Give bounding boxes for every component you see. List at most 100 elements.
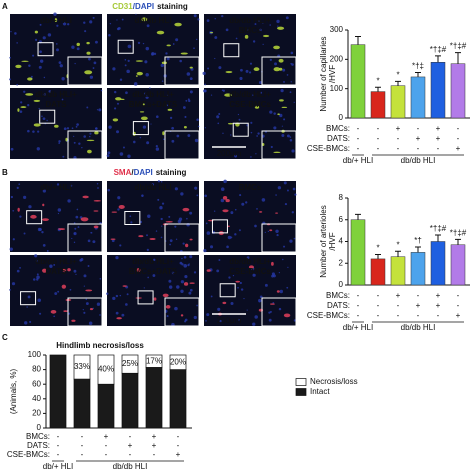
nucleus bbox=[283, 181, 287, 185]
nucleus bbox=[100, 89, 103, 92]
stain bbox=[167, 108, 173, 111]
nucleus bbox=[274, 62, 278, 66]
nucleus bbox=[10, 195, 14, 199]
y-tick-label: 2 bbox=[339, 258, 344, 267]
nucleus bbox=[57, 212, 60, 215]
nucleus bbox=[169, 239, 173, 243]
nucleus bbox=[238, 118, 241, 121]
zoom-box bbox=[219, 283, 236, 298]
annotation: *†‡ bbox=[412, 62, 424, 71]
condition-value: - bbox=[377, 124, 380, 133]
nucleus bbox=[282, 258, 284, 261]
stain bbox=[61, 284, 67, 289]
image-label: CSE-BMCs bbox=[229, 267, 271, 276]
condition-value: - bbox=[57, 432, 60, 441]
y-axis-label: /HVF bbox=[328, 232, 337, 250]
nucleus bbox=[283, 118, 286, 121]
nucleus bbox=[144, 60, 148, 64]
nucleus bbox=[33, 278, 36, 281]
nucleus bbox=[293, 319, 297, 322]
nucleus bbox=[152, 274, 156, 277]
nucleus bbox=[39, 312, 42, 315]
nucleus bbox=[291, 149, 295, 153]
nucleus bbox=[121, 313, 125, 317]
value-label: 40% bbox=[98, 365, 114, 374]
nucleus bbox=[250, 121, 253, 124]
nucleus bbox=[71, 237, 73, 240]
nucleus bbox=[130, 221, 133, 224]
nucleus bbox=[10, 147, 14, 151]
nucleus bbox=[153, 258, 156, 261]
nucleus bbox=[76, 123, 79, 126]
stain bbox=[269, 229, 273, 232]
nucleus bbox=[264, 231, 266, 234]
nucleus bbox=[16, 42, 18, 44]
nucleus bbox=[39, 59, 44, 63]
nucleus bbox=[119, 294, 122, 297]
annotation: * bbox=[376, 244, 379, 253]
nucleus bbox=[180, 289, 184, 293]
y-tick-label: 0 bbox=[339, 113, 344, 122]
nucleus bbox=[256, 135, 258, 137]
condition-value: - bbox=[105, 441, 108, 450]
nucleus bbox=[258, 81, 262, 85]
nucleus bbox=[10, 30, 12, 33]
nucleus bbox=[189, 288, 193, 292]
error-bar bbox=[375, 86, 381, 92]
nucleus bbox=[254, 224, 257, 228]
panel-label: B bbox=[2, 168, 8, 177]
stain bbox=[54, 124, 59, 128]
nucleus bbox=[206, 231, 211, 235]
nucleus bbox=[16, 186, 19, 189]
nucleus bbox=[88, 321, 93, 325]
stain bbox=[277, 26, 285, 30]
nucleus bbox=[286, 189, 289, 192]
nucleus bbox=[43, 76, 46, 79]
nucleus bbox=[273, 112, 276, 115]
nucleus bbox=[112, 296, 116, 301]
nucleus bbox=[237, 286, 239, 289]
annotation: * bbox=[376, 76, 379, 85]
nucleus bbox=[286, 74, 289, 76]
nucleus bbox=[273, 126, 277, 130]
legend-label: Intact bbox=[310, 387, 330, 396]
nucleus bbox=[141, 194, 144, 197]
y-tick-label: 8 bbox=[339, 193, 344, 202]
stain bbox=[189, 66, 193, 69]
nucleus bbox=[234, 233, 237, 236]
nucleus bbox=[267, 230, 270, 233]
inset bbox=[164, 297, 200, 327]
nucleus bbox=[161, 80, 164, 82]
nucleus bbox=[115, 294, 119, 298]
nucleus bbox=[286, 286, 289, 289]
nucleus bbox=[279, 289, 284, 294]
nucleus bbox=[96, 182, 99, 185]
panel-label: C bbox=[2, 333, 8, 342]
nucleus bbox=[182, 106, 186, 109]
nucleus bbox=[116, 102, 120, 105]
nucleus bbox=[284, 202, 288, 206]
stain bbox=[206, 269, 211, 272]
condition-label: DATS: bbox=[327, 301, 350, 310]
stain bbox=[94, 131, 99, 135]
nucleus bbox=[139, 136, 142, 139]
nucleus bbox=[43, 93, 46, 96]
nucleus bbox=[245, 69, 249, 73]
nucleus bbox=[169, 116, 173, 120]
stain bbox=[227, 122, 234, 125]
nucleus bbox=[157, 180, 161, 183]
stain bbox=[222, 301, 227, 305]
condition-value: - bbox=[457, 134, 460, 143]
nucleus bbox=[92, 16, 95, 19]
nucleus bbox=[19, 267, 21, 269]
image-label: db/db HLI+ bbox=[35, 90, 77, 99]
nucleus bbox=[106, 292, 109, 295]
nucleus bbox=[83, 285, 85, 287]
nucleus bbox=[259, 91, 263, 94]
nucleus bbox=[73, 231, 77, 236]
y-tick-label: 0 bbox=[37, 423, 42, 432]
nucleus bbox=[16, 269, 20, 273]
nucleus bbox=[71, 45, 75, 49]
nucleus bbox=[189, 211, 193, 215]
